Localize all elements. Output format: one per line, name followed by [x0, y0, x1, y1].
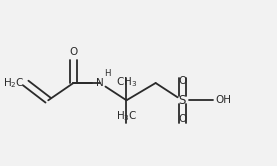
Text: H: H	[104, 69, 110, 78]
Text: H$_3$C: H$_3$C	[116, 110, 137, 123]
Text: H$_2$C: H$_2$C	[3, 76, 25, 90]
Text: O: O	[69, 47, 78, 57]
Text: O: O	[178, 114, 186, 124]
Text: CH$_3$: CH$_3$	[116, 76, 137, 89]
Text: N: N	[96, 78, 104, 88]
Text: O: O	[178, 76, 186, 86]
Text: S: S	[178, 94, 186, 107]
Text: OH: OH	[215, 95, 231, 105]
